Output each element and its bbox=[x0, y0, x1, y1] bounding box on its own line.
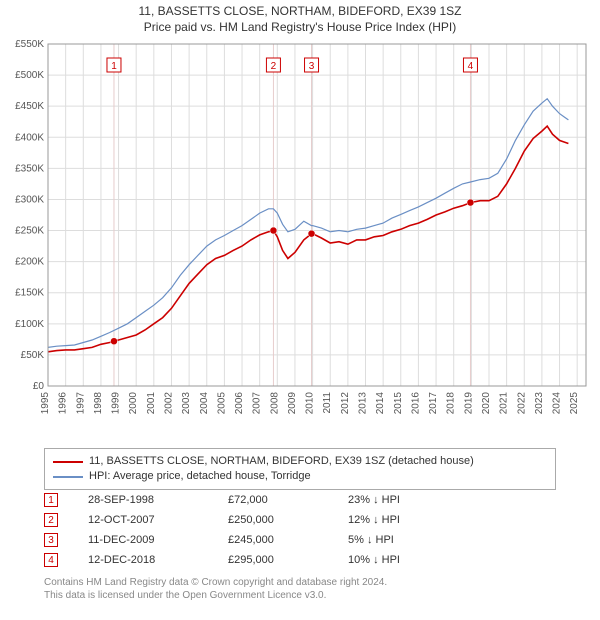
chart-titles: 11, BASSETTS CLOSE, NORTHAM, BIDEFORD, E… bbox=[0, 0, 600, 34]
svg-text:1999: 1999 bbox=[111, 392, 122, 415]
svg-text:2024: 2024 bbox=[552, 392, 563, 415]
sale-date: 28-SEP-1998 bbox=[88, 494, 228, 506]
svg-text:2020: 2020 bbox=[481, 392, 492, 415]
svg-text:2008: 2008 bbox=[269, 392, 280, 415]
svg-text:2002: 2002 bbox=[163, 392, 174, 415]
svg-text:2018: 2018 bbox=[446, 392, 457, 415]
legend: 11, BASSETTS CLOSE, NORTHAM, BIDEFORD, E… bbox=[44, 448, 556, 490]
footer-line-1: Contains HM Land Registry data © Crown c… bbox=[44, 576, 556, 589]
svg-text:2017: 2017 bbox=[428, 392, 439, 415]
svg-text:£200K: £200K bbox=[15, 257, 44, 268]
sales-table: 1 28-SEP-1998 £72,000 23% ↓ HPI 2 12-OCT… bbox=[44, 490, 556, 570]
svg-text:2001: 2001 bbox=[146, 392, 157, 415]
title-line-1: 11, BASSETTS CLOSE, NORTHAM, BIDEFORD, E… bbox=[0, 4, 600, 18]
svg-text:£50K: £50K bbox=[21, 350, 45, 361]
sale-diff: 10% ↓ HPI bbox=[348, 554, 468, 566]
legend-item-property: 11, BASSETTS CLOSE, NORTHAM, BIDEFORD, E… bbox=[53, 454, 547, 469]
legend-swatch-property bbox=[53, 461, 83, 463]
sale-date: 12-DEC-2018 bbox=[88, 554, 228, 566]
svg-text:2023: 2023 bbox=[534, 392, 545, 415]
svg-text:4: 4 bbox=[468, 61, 474, 72]
sale-diff: 23% ↓ HPI bbox=[348, 494, 468, 506]
svg-text:£100K: £100K bbox=[15, 319, 44, 330]
sale-diff: 5% ↓ HPI bbox=[348, 534, 468, 546]
sale-price: £72,000 bbox=[228, 494, 348, 506]
svg-text:1998: 1998 bbox=[93, 392, 104, 415]
svg-text:£450K: £450K bbox=[15, 101, 44, 112]
svg-text:£0: £0 bbox=[33, 381, 45, 392]
sale-marker-icon: 1 bbox=[44, 493, 58, 507]
svg-text:1996: 1996 bbox=[58, 392, 69, 415]
footer: Contains HM Land Registry data © Crown c… bbox=[44, 576, 556, 602]
svg-text:1997: 1997 bbox=[75, 392, 86, 415]
svg-text:2009: 2009 bbox=[287, 392, 298, 415]
legend-label-property: 11, BASSETTS CLOSE, NORTHAM, BIDEFORD, E… bbox=[89, 454, 474, 469]
sale-row: 2 12-OCT-2007 £250,000 12% ↓ HPI bbox=[44, 510, 556, 530]
sale-price: £250,000 bbox=[228, 514, 348, 526]
svg-text:2000: 2000 bbox=[128, 392, 139, 415]
svg-text:£550K: £550K bbox=[15, 39, 44, 50]
svg-text:2012: 2012 bbox=[340, 392, 351, 415]
sale-date: 11-DEC-2009 bbox=[88, 534, 228, 546]
sale-row: 1 28-SEP-1998 £72,000 23% ↓ HPI bbox=[44, 490, 556, 510]
sale-price: £295,000 bbox=[228, 554, 348, 566]
svg-text:2005: 2005 bbox=[216, 392, 227, 415]
svg-text:2019: 2019 bbox=[463, 392, 474, 415]
svg-text:£400K: £400K bbox=[15, 132, 44, 143]
svg-text:2013: 2013 bbox=[358, 392, 369, 415]
chart-svg: £0 £50K £100K £150K £200K £250K £300K £350K £400… bbox=[8, 38, 592, 438]
sale-row: 3 11-DEC-2009 £245,000 5% ↓ HPI bbox=[44, 530, 556, 550]
svg-text:2016: 2016 bbox=[410, 392, 421, 415]
svg-text:2015: 2015 bbox=[393, 392, 404, 415]
svg-text:2010: 2010 bbox=[305, 392, 316, 415]
legend-label-hpi: HPI: Average price, detached house, Torr… bbox=[89, 469, 311, 484]
sale-row: 4 12-DEC-2018 £295,000 10% ↓ HPI bbox=[44, 550, 556, 570]
chart: £0 £50K £100K £150K £200K £250K £300K £350K £400… bbox=[8, 38, 592, 438]
legend-swatch-hpi bbox=[53, 476, 83, 478]
svg-text:£300K: £300K bbox=[15, 194, 44, 205]
svg-text:£500K: £500K bbox=[15, 70, 44, 81]
svg-text:2022: 2022 bbox=[516, 392, 527, 415]
svg-text:£250K: £250K bbox=[15, 226, 44, 237]
svg-text:2006: 2006 bbox=[234, 392, 245, 415]
svg-text:3: 3 bbox=[309, 61, 315, 72]
svg-text:2007: 2007 bbox=[252, 392, 263, 415]
svg-text:2003: 2003 bbox=[181, 392, 192, 415]
sale-marker-icon: 4 bbox=[44, 553, 58, 567]
svg-text:2: 2 bbox=[271, 61, 277, 72]
svg-text:1995: 1995 bbox=[40, 392, 51, 415]
sale-date: 12-OCT-2007 bbox=[88, 514, 228, 526]
svg-text:2004: 2004 bbox=[199, 392, 210, 415]
legend-item-hpi: HPI: Average price, detached house, Torr… bbox=[53, 469, 547, 484]
svg-text:2011: 2011 bbox=[322, 392, 333, 414]
svg-text:£150K: £150K bbox=[15, 288, 44, 299]
svg-text:2025: 2025 bbox=[569, 392, 580, 415]
svg-text:2021: 2021 bbox=[499, 392, 510, 415]
sale-marker-icon: 2 bbox=[44, 513, 58, 527]
footer-line-2: This data is licensed under the Open Gov… bbox=[44, 589, 556, 602]
sale-diff: 12% ↓ HPI bbox=[348, 514, 468, 526]
svg-text:2014: 2014 bbox=[375, 392, 386, 415]
sale-price: £245,000 bbox=[228, 534, 348, 546]
title-line-2: Price paid vs. HM Land Registry's House … bbox=[0, 20, 600, 34]
sale-marker-icon: 3 bbox=[44, 533, 58, 547]
svg-text:1: 1 bbox=[111, 61, 117, 72]
svg-text:£350K: £350K bbox=[15, 163, 44, 174]
